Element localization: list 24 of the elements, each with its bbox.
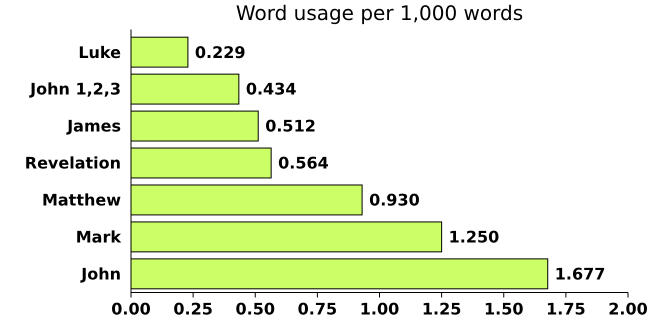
y-tick-label: John <box>80 264 121 284</box>
y-tick-label: Revelation <box>24 154 121 173</box>
data-label: 0.512 <box>265 116 316 136</box>
y-tick-label: John 1,2,3 <box>29 80 121 99</box>
x-tick-label: 0.25 <box>173 300 213 318</box>
data-label: 0.434 <box>246 80 296 99</box>
data-label: 0.229 <box>194 42 246 62</box>
x-tick-label: 1.50 <box>484 300 524 318</box>
x-tick-label: 0.75 <box>298 300 338 318</box>
x-tick-label: 1.25 <box>422 300 462 318</box>
data-label: 1.250 <box>448 227 500 246</box>
x-tick-label: 0.50 <box>236 300 275 318</box>
chart-title: Word usage per 1,000 words <box>236 1 524 25</box>
x-tick-label: 1.75 <box>546 300 586 318</box>
data-label: 0.564 <box>278 154 329 173</box>
y-tick-label: James <box>66 116 121 136</box>
y-tick-label: Matthew <box>42 190 122 210</box>
data-label: 0.930 <box>369 190 420 210</box>
x-tick-label: 1.00 <box>360 300 400 318</box>
x-tick-label: 0.00 <box>111 300 151 318</box>
data-label: 1.677 <box>554 264 606 284</box>
y-tick-label: Mark <box>76 227 122 246</box>
y-tick-label: Luke <box>78 42 122 62</box>
x-tick-label: 2.00 <box>608 300 648 318</box>
